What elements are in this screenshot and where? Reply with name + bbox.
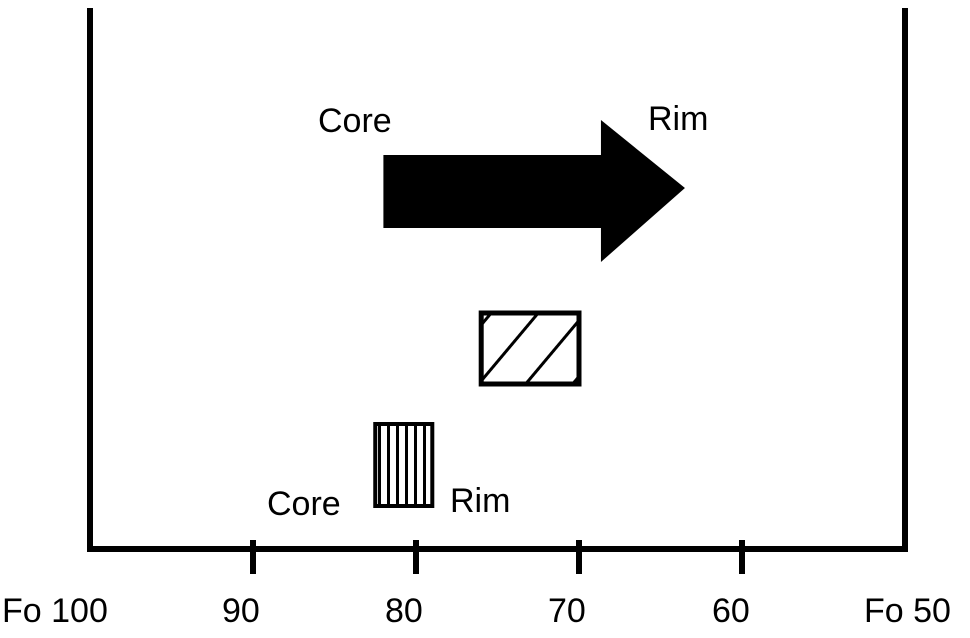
diagonal-hatched-box xyxy=(478,310,582,387)
tick-label-fo50: Fo 50 xyxy=(864,592,951,630)
tick-label-fo100: Fo 100 xyxy=(2,592,108,630)
tick-label-90: 90 xyxy=(222,592,260,630)
vertical-box-rim-label: Rim xyxy=(450,482,510,520)
arrow-core-label: Core xyxy=(318,102,392,140)
tick-label-80: 80 xyxy=(385,592,423,630)
vertical-box-core-label: Core xyxy=(267,485,341,523)
x-axis-ticks xyxy=(250,540,745,574)
plot-marks xyxy=(373,120,685,508)
vertical-hatched-box xyxy=(373,422,435,508)
tick-label-60: 60 xyxy=(712,592,750,630)
tick-label-70: 70 xyxy=(548,592,586,630)
core-to-rim-arrow xyxy=(383,120,685,262)
arrow-rim-label: Rim xyxy=(648,100,708,138)
